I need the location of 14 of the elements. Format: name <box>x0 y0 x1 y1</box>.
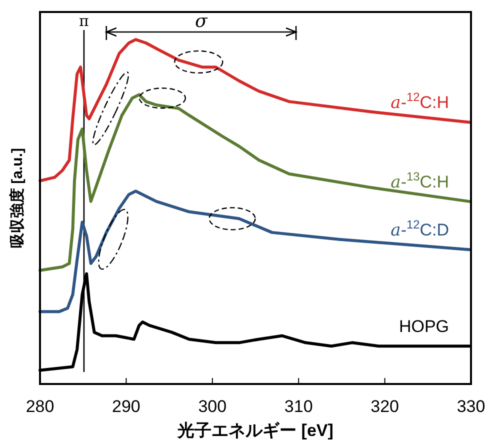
text: σ <box>195 11 208 32</box>
x-axis-title: 光子エネルギー [eV] <box>176 421 334 440</box>
ref-line-label: π <box>79 12 90 30</box>
x-tick-label: 320 <box>370 397 399 416</box>
series-label: HOPG <box>398 317 449 336</box>
y-axis-title: 吸収強度 [a.u.] <box>8 148 26 248</box>
series-label: a-$^{12}$C:H <box>390 90 449 114</box>
x-tick-label: 310 <box>284 397 313 416</box>
x-tick-label: 290 <box>112 397 140 416</box>
x-tick-label: 330 <box>456 397 486 416</box>
x-tick-label: 280 <box>26 397 54 416</box>
series-label: a-$^{13}$C:H <box>390 169 449 192</box>
x-tick-label: 300 <box>198 397 227 416</box>
series-label: a-$^{12}$C:D <box>390 218 449 241</box>
